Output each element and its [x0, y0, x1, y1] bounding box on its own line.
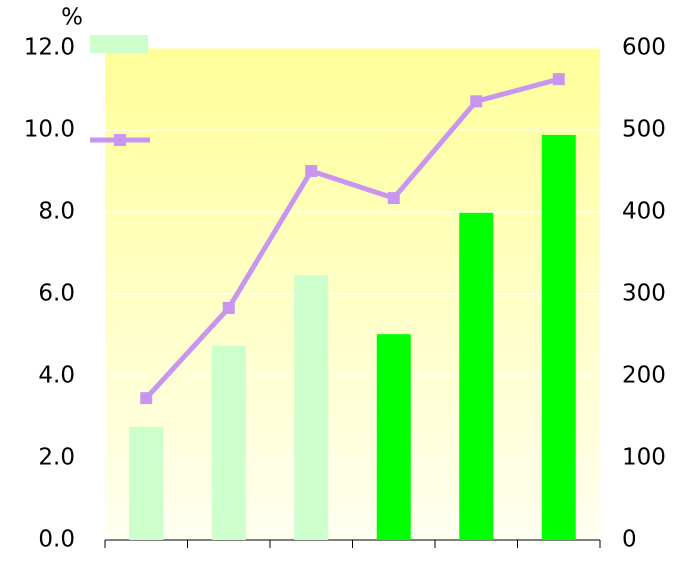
y-tick-label: 10.0: [24, 117, 75, 143]
bar: [541, 134, 576, 541]
y-axis-label: %: [61, 5, 83, 31]
bar: [294, 275, 329, 540]
y-tick-label: 0.0: [38, 527, 75, 553]
line-marker: [222, 301, 235, 314]
y2-tick-label: 500: [622, 117, 666, 143]
y-tick-label: 8.0: [38, 199, 75, 225]
line-marker: [140, 392, 153, 405]
line-marker: [470, 95, 483, 108]
line-marker: [387, 192, 400, 205]
y2-tick-label: 300: [622, 281, 666, 307]
line: [144, 76, 560, 400]
y2-tick-label: 600: [622, 35, 666, 61]
bar: [129, 426, 164, 540]
legend-swatch: [90, 35, 148, 53]
bar: [376, 334, 411, 540]
bar: [459, 212, 494, 540]
legend-marker: [114, 134, 126, 146]
y-tick-label: 2.0: [38, 445, 75, 471]
y-tick-label: 4.0: [38, 363, 75, 389]
y-tick-label: 12.0: [24, 35, 75, 61]
y2-tick-label: 100: [622, 445, 666, 471]
y2-tick-label: 400: [622, 199, 666, 225]
bar: [211, 345, 246, 540]
y2-tick-label: 200: [622, 363, 666, 389]
y2-tick-label: 0: [622, 527, 637, 553]
line-marker: [305, 165, 318, 177]
line-marker: [552, 73, 565, 86]
y-tick-label: 6.0: [38, 281, 75, 307]
